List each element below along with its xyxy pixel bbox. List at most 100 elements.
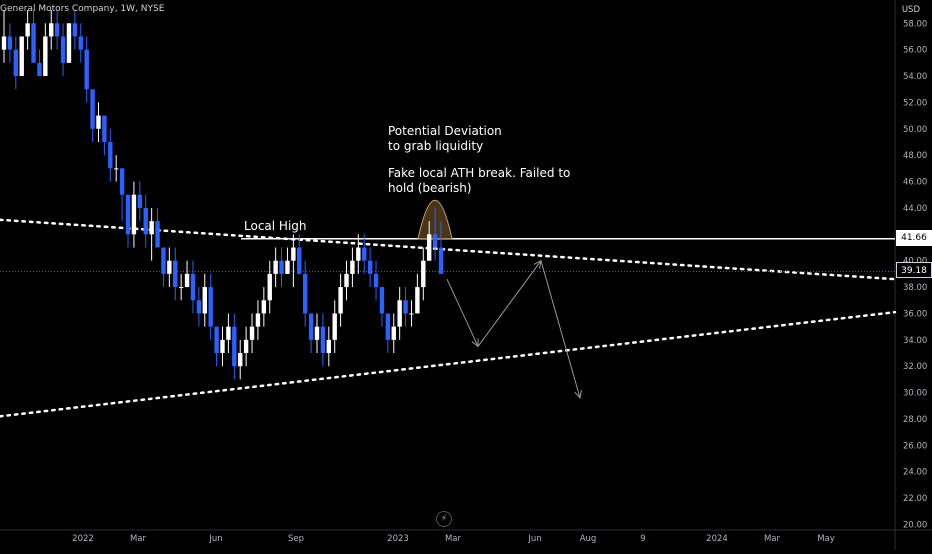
candle-body xyxy=(385,313,391,340)
candle-body xyxy=(43,36,48,77)
projection-segment xyxy=(540,260,581,399)
candle-body xyxy=(19,36,24,77)
y-tick-label: 56.00 xyxy=(903,46,927,56)
y-tick-label: 50.00 xyxy=(903,125,927,135)
y-tick-label: 44.00 xyxy=(903,204,927,214)
candle-body xyxy=(243,339,249,354)
candle-body xyxy=(373,273,379,288)
candle-body xyxy=(125,194,131,235)
y-tick-label: 22.00 xyxy=(903,494,927,504)
candle-body xyxy=(96,115,101,129)
candle-body xyxy=(291,247,296,261)
descending-trendline xyxy=(0,218,897,281)
candle-body xyxy=(409,313,414,315)
lightning-icon[interactable]: ⚡ xyxy=(436,511,452,527)
deviation-note-line4: hold (bearish) xyxy=(388,181,472,195)
currency-label: USD xyxy=(901,5,920,15)
candle-body xyxy=(178,287,184,289)
candle-body xyxy=(332,313,337,340)
candle-body xyxy=(367,260,373,274)
candle-body xyxy=(320,326,326,354)
candle-body xyxy=(143,207,148,235)
candle-body xyxy=(267,273,272,301)
candle-body xyxy=(208,287,213,327)
candle-body xyxy=(279,260,284,274)
projection-segment xyxy=(446,278,479,347)
last-price-tag: 39.18 xyxy=(896,262,932,278)
y-tick-label: 52.00 xyxy=(903,98,927,108)
x-tick-label: 2022 xyxy=(72,534,94,544)
local-high-label: Local High xyxy=(244,219,307,233)
y-tick-label: 40.00 xyxy=(903,257,927,267)
x-tick-label: Jun xyxy=(208,534,222,544)
candle-body xyxy=(220,339,225,354)
y-tick-label: 24.00 xyxy=(903,468,927,478)
candle-body xyxy=(196,300,202,314)
candle-body xyxy=(114,168,119,170)
candle-body xyxy=(78,36,83,50)
candle-body xyxy=(397,300,402,327)
candle-body xyxy=(13,49,19,77)
x-tick-label: May xyxy=(817,534,835,544)
y-tick-label: 30.00 xyxy=(903,389,927,399)
y-tick-label: 38.00 xyxy=(903,283,927,293)
symbol-title: General Motors Company, 1W, NYSE xyxy=(0,4,165,14)
candle-body xyxy=(137,194,143,208)
candle-body xyxy=(184,273,190,288)
candle-body xyxy=(167,260,172,274)
candle-body xyxy=(226,326,231,340)
x-tick-label: Mar xyxy=(130,534,147,544)
y-tick-label: 58.00 xyxy=(903,19,927,29)
x-tick-label: 2024 xyxy=(706,534,728,544)
x-tick-label: Aug xyxy=(580,534,597,544)
x-tick-label: 2023 xyxy=(387,534,409,544)
x-tick-label: 9 xyxy=(640,534,645,544)
candle-body xyxy=(379,287,385,314)
candle-body xyxy=(102,115,107,142)
candle-body xyxy=(391,326,396,340)
y-tick-label: 34.00 xyxy=(903,336,927,346)
candle-body xyxy=(438,247,444,274)
candle-body xyxy=(238,353,243,367)
candle-body xyxy=(31,23,36,63)
candle-body xyxy=(66,23,72,63)
candle-body xyxy=(25,23,30,37)
candle-body xyxy=(403,300,408,314)
candle-body xyxy=(308,313,314,340)
y-tick-label: 32.00 xyxy=(903,362,927,372)
deviation-note-line1: Potential Deviation xyxy=(388,124,502,138)
candle-body xyxy=(232,326,237,367)
y-tick-label: 28.00 xyxy=(903,415,927,425)
ascending-trendline xyxy=(0,310,897,418)
candle-body xyxy=(54,23,60,37)
candle-body xyxy=(261,300,267,314)
candle-body xyxy=(7,36,13,50)
y-tick-label: 48.00 xyxy=(903,151,927,161)
deviation-note-line3: Fake local ATH break. Failed to xyxy=(388,166,571,180)
candle-body xyxy=(273,260,278,274)
y-tick-label: 26.00 xyxy=(903,441,927,451)
candle-body xyxy=(249,326,255,340)
candle-body xyxy=(149,221,154,235)
candle-body xyxy=(60,36,66,63)
candle-body xyxy=(72,23,78,37)
deviation-note-line2: to grab liquidity xyxy=(388,139,484,153)
candle-body xyxy=(119,168,125,195)
candle-body xyxy=(426,234,432,261)
candle-body xyxy=(155,221,160,248)
candle-body xyxy=(84,49,89,90)
candle-body xyxy=(432,234,438,248)
y-tick-label: 36.00 xyxy=(903,309,927,319)
x-tick-label: Jun xyxy=(527,534,541,544)
candle-body xyxy=(49,23,54,37)
candle-body xyxy=(338,287,343,314)
candle-body xyxy=(255,313,261,327)
candle-body xyxy=(362,247,367,261)
y-tick-label: 46.00 xyxy=(903,178,927,188)
projection-segment xyxy=(477,260,542,347)
candle-body xyxy=(202,287,207,314)
candle-body xyxy=(173,260,178,288)
candle-body xyxy=(415,287,420,314)
